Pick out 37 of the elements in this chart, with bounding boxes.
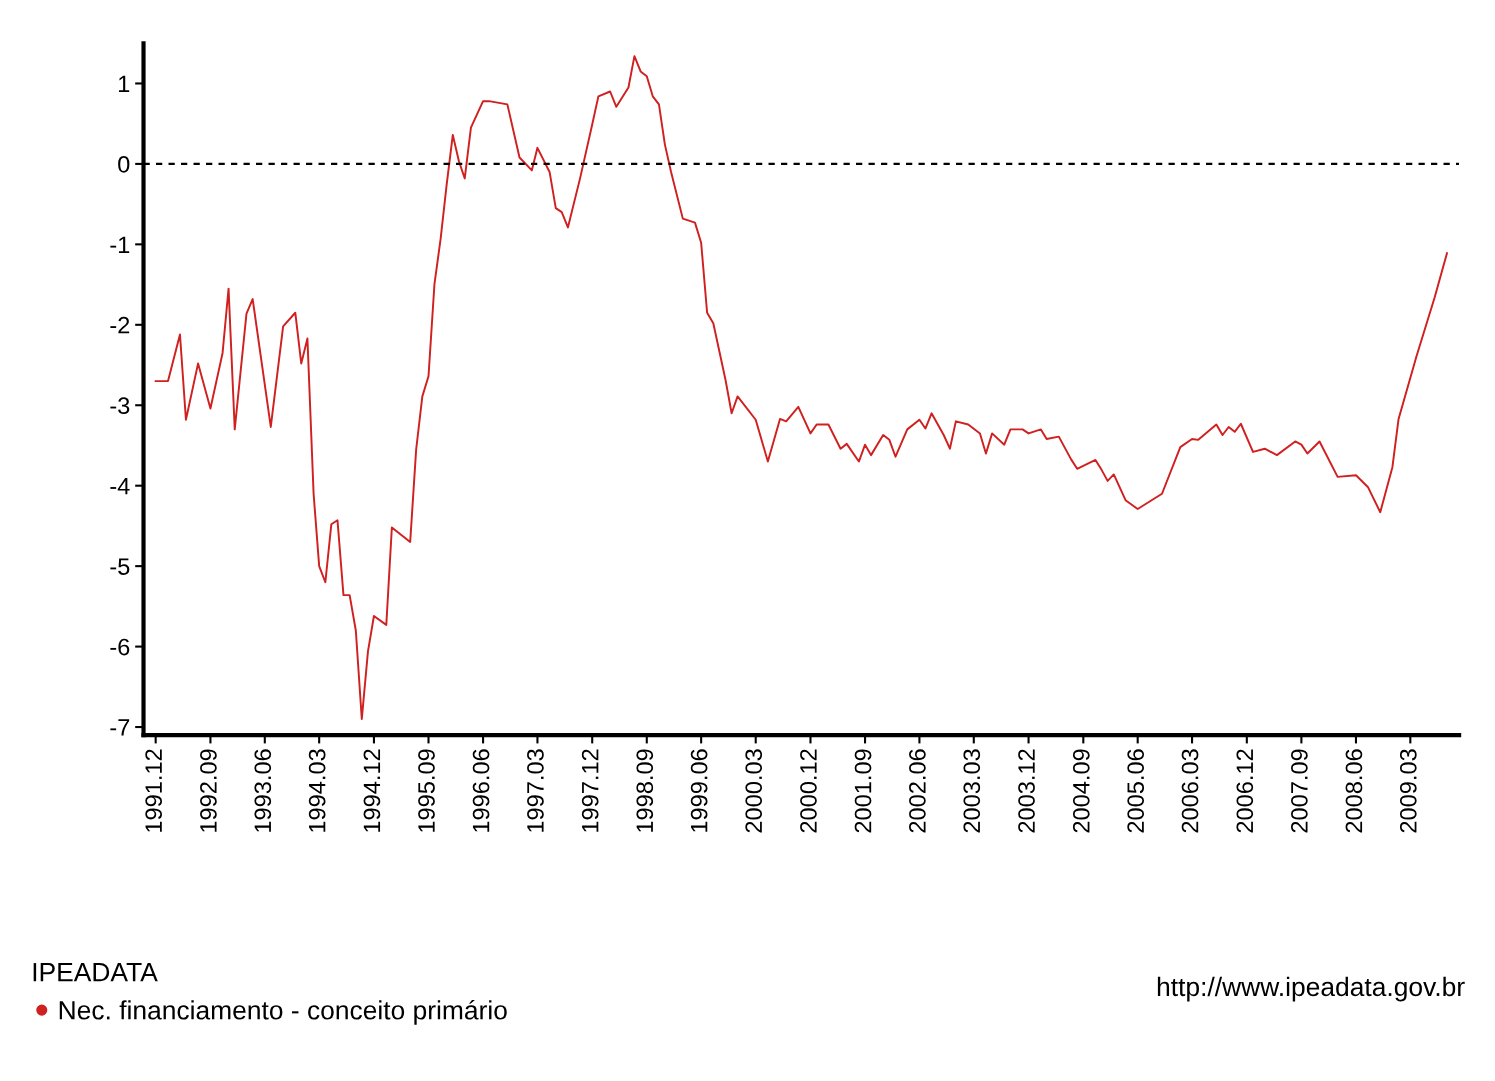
text: http://www.ipeadata.gov.br (1157, 976, 1465, 1002)
x-tick-label: 2009.03 (1399, 749, 1417, 833)
y-tick-label: 0 (118, 155, 130, 173)
x-tick-label: 1996.06 (472, 749, 490, 832)
y-tick-label: -2 (110, 316, 130, 334)
legend-label: Nec. financiamento - conceito primário (59, 999, 507, 1025)
x-tick-label: 2008.06 (1345, 749, 1363, 833)
y-tick-label: -3 (110, 397, 130, 415)
y-tick-label: 1 (119, 75, 130, 93)
x-tick-label: 2005.06 (1127, 749, 1145, 833)
x-tick-label: 2007.09 (1291, 749, 1308, 833)
y-tick-label: -6 (110, 638, 130, 656)
x-tick-label: 2006.12 (1236, 749, 1254, 833)
x-tick-label: 2001.09 (854, 749, 872, 833)
x-tick-label: 1991.12 (145, 749, 163, 832)
y-tick-label: -5 (110, 558, 130, 575)
legend-title: IPEADATA (33, 963, 158, 982)
x-tick-label: 1995.09 (418, 749, 435, 832)
y-tick-label: -1 (110, 236, 130, 253)
x-tick-label: 1992.09 (200, 749, 217, 832)
y-tick-label: -7 (110, 719, 130, 736)
x-tick-label: 2004.09 (1072, 749, 1090, 833)
x-tick-label: 2006.03 (1181, 749, 1199, 833)
line-series (154, 55, 1448, 720)
y-tick-label: -4 (110, 478, 130, 495)
x-tick-label: 1997.03 (527, 749, 544, 832)
x-tick-label: 1998.09 (636, 749, 654, 832)
x-tick-label: 2000.03 (745, 749, 763, 833)
x-tick-label: 1999.06 (690, 749, 708, 832)
x-tick-label: 1994.12 (363, 749, 381, 832)
x-tick-label: 1997.12 (581, 749, 599, 832)
x-tick-label: 2002.06 (909, 749, 926, 833)
x-tick-label: 2000.12 (800, 749, 817, 833)
x-tick-label: 2003.03 (963, 749, 981, 833)
x-tick-label: 1993.06 (254, 749, 272, 832)
x-tick-label: 2003.12 (1018, 749, 1035, 833)
x-tick-label: 1994.03 (308, 749, 326, 832)
